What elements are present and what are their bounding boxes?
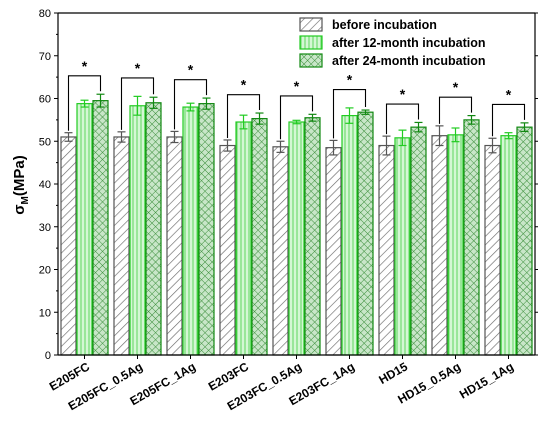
significance-label: *: [135, 60, 141, 76]
significance-bracket: [279, 95, 314, 140]
bar: [145, 102, 162, 356]
significance-label: *: [400, 86, 406, 102]
significance-bracket: [67, 75, 102, 131]
bar: [341, 114, 358, 356]
legend-label: after 12-month incubation: [332, 36, 485, 50]
legend-label: before incubation: [332, 18, 437, 32]
significance-label: *: [506, 86, 512, 102]
y-axis-label: σM(MPa): [11, 155, 31, 214]
x-tick-label: E205FC: [47, 359, 92, 393]
bar: [500, 135, 517, 356]
legend-swatch: [299, 17, 323, 32]
significance-bracket: [385, 103, 420, 135]
bar: [463, 119, 480, 356]
y-tick-label: 30: [39, 222, 51, 234]
bar: [198, 103, 215, 356]
legend-swatch: [299, 35, 323, 50]
y-tick-label: 40: [39, 179, 51, 191]
x-tick-label: E203FC: [206, 359, 251, 393]
y-axis-label-subscript: M: [20, 196, 31, 204]
significance-label: *: [294, 78, 300, 94]
legend-swatch: [299, 53, 323, 68]
bar: [272, 146, 289, 356]
significance-bracket: [491, 103, 526, 137]
bar: [357, 111, 374, 356]
significance-bracket: [173, 79, 208, 130]
bar: [219, 144, 236, 356]
bar: [410, 126, 427, 356]
legend-label: after 24-month incubation: [332, 54, 485, 68]
x-tick-label: HD15_1Ag: [457, 359, 516, 401]
significance-bracket: [332, 88, 367, 139]
bar: [113, 136, 130, 356]
x-tick-label: HD15: [376, 359, 410, 387]
y-tick-label: 20: [39, 265, 51, 277]
significance-label: *: [347, 72, 353, 88]
bar: [288, 121, 305, 356]
y-tick-label: 70: [39, 51, 51, 63]
bar: [484, 144, 501, 356]
legend: before incubation after 12-month incubati…: [299, 17, 485, 68]
significance-label: *: [82, 58, 88, 74]
bar: [166, 136, 183, 356]
significance-bracket: [438, 96, 473, 124]
significance-bracket: [120, 77, 155, 130]
bar: [394, 137, 411, 356]
significance-label: *: [241, 77, 247, 93]
bar: [182, 106, 199, 356]
significance-label: *: [453, 79, 459, 95]
bar: [431, 135, 448, 356]
significance-bracket: [226, 94, 261, 138]
y-tick-label: 60: [39, 94, 51, 106]
plot-area: * * * * * * * * *: [60, 58, 533, 356]
bar: [235, 121, 252, 356]
bar: [76, 103, 93, 356]
y-axis-label-unit: (MPa): [11, 155, 28, 196]
significance-label: *: [188, 62, 194, 78]
bar: [251, 117, 268, 356]
bar: [92, 100, 109, 356]
bar: [378, 144, 395, 356]
bar: [447, 134, 464, 356]
y-tick-label: 0: [45, 350, 51, 362]
y-tick-label: 10: [39, 307, 51, 319]
bar: [325, 147, 342, 356]
bar: [304, 117, 321, 356]
y-tick-label: 50: [39, 136, 51, 148]
bar: [129, 105, 146, 356]
bar: [60, 136, 77, 356]
y-tick-label: 80: [39, 8, 51, 20]
bar: [516, 126, 533, 356]
